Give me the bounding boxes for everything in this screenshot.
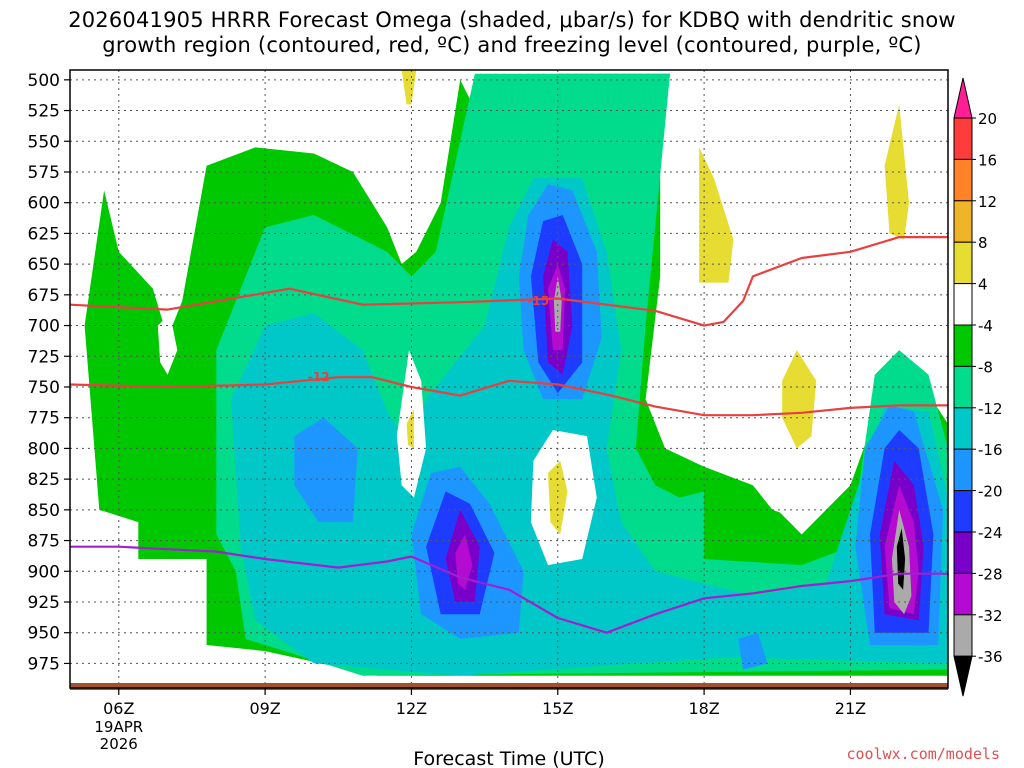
omega-region-b1a <box>294 417 358 523</box>
colorbar-label: -28 <box>978 565 1003 583</box>
colorbar-swatch <box>953 531 973 574</box>
colorbar-swatch <box>953 572 973 616</box>
omega-region-g3t <box>231 178 948 676</box>
y-tick-label: 650 <box>28 255 60 275</box>
colorbar-label: -16 <box>978 441 1003 459</box>
colorbar-label: 8 <box>978 234 988 252</box>
y-tick-label: 500 <box>28 71 60 91</box>
colorbar-label: 4 <box>978 276 988 294</box>
colorbar-label: -24 <box>978 524 1003 542</box>
omega-region-p2a <box>455 534 473 590</box>
x-tick-label: 18Z <box>688 699 719 718</box>
y-tick-label: 975 <box>28 654 60 674</box>
x-tick-sublabel: 19APR <box>94 718 143 736</box>
y-axis: 500 525 550 575 600 625 650 675 700 725 750 775 800 8… <box>28 71 70 674</box>
x-tick-label: 09Z <box>249 699 280 718</box>
contour-line <box>70 545 948 634</box>
chart-title-line-2: growth region (contoured, red, ºC) and f… <box>102 33 922 57</box>
colorbar-label: -32 <box>978 607 1003 625</box>
x-axis-label: Forecast Time (UTC) <box>413 748 604 768</box>
y-tick-label: 775 <box>28 409 60 429</box>
colorbar-swatch <box>953 407 973 450</box>
y-tick-label: 750 <box>28 378 60 398</box>
colorbar-swatch <box>953 614 973 657</box>
y-tick-label: 700 <box>28 317 60 337</box>
colorbar-label: -20 <box>978 483 1003 501</box>
omega-region-b1e <box>738 632 768 670</box>
x-tick-sublabel: 2026 <box>100 735 138 753</box>
credit-link[interactable]: coolwx.com/models <box>846 745 1000 763</box>
contour-label: -15 <box>527 294 549 308</box>
omega-region-wa <box>157 313 178 375</box>
y-tick-label: 800 <box>28 439 60 459</box>
omega-region-yb <box>699 147 734 283</box>
y-tick-label: 675 <box>28 286 60 306</box>
colorbar-swatch <box>953 117 973 160</box>
x-tick-label: 15Z <box>542 699 573 718</box>
omega-region-ya <box>401 70 417 105</box>
y-tick-label: 625 <box>28 224 60 244</box>
grid-lines <box>70 70 948 688</box>
plot-frame <box>69 69 949 689</box>
x-tick-label: 21Z <box>835 699 866 718</box>
colorbar: 20 16 12 8 4 -4 -8 -12 -16 -20 -24 -28 -32 -36 <box>953 77 1003 697</box>
y-tick-label: 925 <box>28 593 60 613</box>
contour-lines: -15 -12 <box>70 236 948 634</box>
colorbar-swatch <box>953 365 973 409</box>
x-tick-label: 06Z <box>103 699 134 718</box>
colorbar-swatch <box>953 283 973 326</box>
contour-label: -12 <box>308 370 330 384</box>
colorbar-label: 16 <box>978 151 997 169</box>
y-tick-label: 525 <box>28 102 60 122</box>
contour-line <box>70 376 948 417</box>
omega-region-yd <box>884 104 909 240</box>
chart-title-line-1: 2026041905 HRRR Forecast Omega (shaded, … <box>68 8 956 32</box>
colorbar-swatch <box>953 200 973 243</box>
y-tick-label: 825 <box>28 470 60 490</box>
ground-strip <box>70 683 948 690</box>
y-tick-label: 550 <box>28 132 60 152</box>
y-tick-label: 725 <box>28 347 60 367</box>
colorbar-label: -36 <box>978 648 1003 666</box>
colorbar-swatch <box>953 158 973 202</box>
y-tick-label: 850 <box>28 501 60 521</box>
colorbar-label: 20 <box>978 110 997 128</box>
y-tick-label: 950 <box>28 624 60 644</box>
y-tick-label: 600 <box>28 194 60 214</box>
omega-region-yc <box>782 350 817 449</box>
colorbar-bottom-arrow <box>953 655 973 697</box>
colorbar-top-arrow <box>953 77 973 119</box>
colorbar-label: -4 <box>978 317 993 335</box>
contour-line <box>70 236 948 327</box>
colorbar-swatch <box>953 324 973 367</box>
colorbar-swatch <box>953 490 973 533</box>
colorbar-swatch <box>953 448 973 492</box>
colorbar-label: -12 <box>978 400 1003 418</box>
colorbar-label: -8 <box>978 358 993 376</box>
y-tick-label: 900 <box>28 562 60 582</box>
colorbar-swatch <box>953 241 973 285</box>
omega-region-ye <box>406 409 414 449</box>
y-tick-label: 875 <box>28 532 60 552</box>
colorbar-label: 12 <box>978 193 997 211</box>
x-tick-label: 12Z <box>396 699 427 718</box>
omega-shading <box>84 70 948 676</box>
y-tick-label: 575 <box>28 163 60 183</box>
